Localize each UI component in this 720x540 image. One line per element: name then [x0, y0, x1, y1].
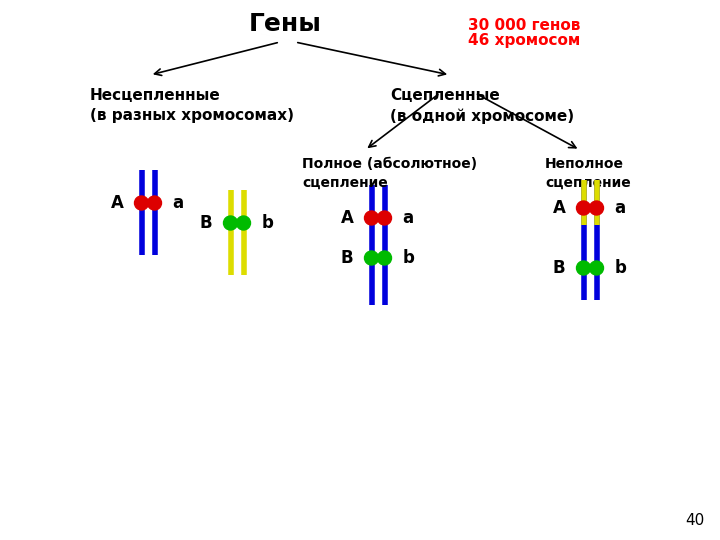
Text: Сцепленные
(в одной хромосоме): Сцепленные (в одной хромосоме)	[390, 88, 574, 124]
Text: Полное (абсолютное)
сцепление: Полное (абсолютное) сцепление	[302, 157, 477, 190]
Text: b: b	[614, 259, 626, 277]
Text: b: b	[402, 249, 415, 267]
Circle shape	[148, 196, 161, 210]
Circle shape	[590, 261, 603, 275]
Circle shape	[590, 201, 603, 215]
Circle shape	[577, 261, 590, 275]
Text: B: B	[200, 214, 212, 232]
Text: A: A	[341, 209, 354, 227]
Text: b: b	[261, 214, 274, 232]
Text: Несцепленные
(в разных хромосомах): Несцепленные (в разных хромосомах)	[90, 88, 294, 123]
Text: B: B	[553, 259, 565, 277]
Circle shape	[223, 216, 238, 230]
Text: Гены: Гены	[248, 12, 321, 36]
Text: A: A	[111, 194, 124, 212]
Text: B: B	[341, 249, 354, 267]
Circle shape	[236, 216, 251, 230]
Circle shape	[377, 251, 392, 265]
Text: Неполное
сцепление: Неполное сцепление	[545, 157, 631, 190]
Circle shape	[364, 211, 379, 225]
Text: 30 000 генов: 30 000 генов	[468, 18, 580, 33]
Circle shape	[364, 251, 379, 265]
Text: A: A	[553, 199, 565, 217]
Text: 46 хромосом: 46 хромосом	[468, 33, 580, 48]
Text: 40: 40	[685, 513, 705, 528]
Text: a: a	[614, 199, 626, 217]
Circle shape	[377, 211, 392, 225]
Circle shape	[577, 201, 590, 215]
Text: a: a	[402, 209, 413, 227]
Circle shape	[135, 196, 148, 210]
Text: a: a	[173, 194, 184, 212]
